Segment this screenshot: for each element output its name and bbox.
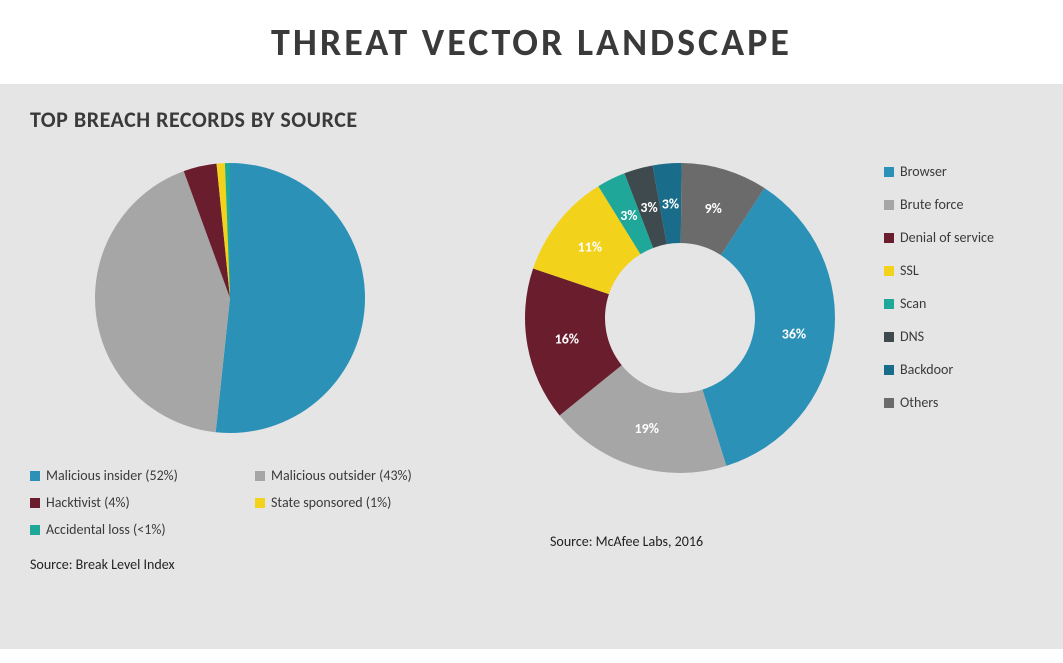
legend-item: Denial of service [884,229,994,246]
donut-chart: 36%19%16%11%3%3%3%9% [490,143,870,503]
legend-swatch [884,365,894,375]
legend-item: State sponsored (1%) [255,494,470,511]
legend-swatch [884,266,894,276]
legend-swatch [255,498,265,508]
legend-label: Others [900,394,938,411]
legend-label: Malicious outsider (43%) [271,467,412,484]
legend-swatch [884,167,894,177]
legend-label: Malicious insider (52%) [46,467,178,484]
legend-item: Malicious outsider (43%) [255,467,470,484]
pie-source: Source: Break Level Index [30,556,470,573]
donut-chart-column: 36%19%16%11%3%3%3%9% Source: McAfee Labs… [490,143,1030,639]
legend-item: Browser [884,163,994,180]
legend-swatch [255,471,265,481]
legend-swatch [884,299,894,309]
section-title: TOP BREACH RECORDS BY SOURCE [30,106,1033,133]
legend-label: Brute force [900,196,963,213]
donut-source: Source: McAfee Labs, 2016 [550,533,870,550]
pie-chart-column: Malicious insider (52%) Malicious outside… [30,143,470,639]
pie-chart-area [30,143,470,453]
donut-slice-label: 9% [705,200,722,217]
legend-item: Backdoor [884,361,994,378]
legend-label: Denial of service [900,229,994,246]
charts-row: Malicious insider (52%) Malicious outside… [30,143,1033,639]
legend-item: Accidental loss (<1%) [30,521,245,538]
legend-swatch [884,398,894,408]
page-title: THREAT VECTOR LANDSCAPE [0,0,1063,84]
legend-label: Browser [900,163,947,180]
legend-swatch [884,233,894,243]
pie-chart [30,143,430,453]
legend-swatch [30,498,40,508]
legend-item: Others [884,394,994,411]
donut-legend: Browser Brute force Denial of service SSL Sc… [884,163,994,639]
legend-item: SSL [884,262,994,279]
donut-slice-label: 36% [782,326,806,343]
donut-slice-label: 3% [640,199,657,216]
donut-slice-label: 3% [662,195,679,212]
legend-label: DNS [900,328,924,345]
pie-legend: Malicious insider (52%) Malicious outside… [30,467,470,538]
legend-item: DNS [884,328,994,345]
legend-item: Brute force [884,196,994,213]
legend-label: State sponsored (1%) [271,494,391,511]
legend-label: Backdoor [900,361,953,378]
content-panel: TOP BREACH RECORDS BY SOURCE Malicious i… [0,84,1063,649]
legend-label: Hacktivist (4%) [46,494,130,511]
legend-swatch [884,332,894,342]
legend-item: Hacktivist (4%) [30,494,245,511]
donut-slice-label: 19% [635,420,659,437]
legend-item: Malicious insider (52%) [30,467,245,484]
donut-slice-label: 3% [620,207,637,224]
legend-label: Accidental loss (<1%) [46,521,166,538]
pie-slice [216,163,365,433]
legend-label: Scan [900,295,926,312]
legend-item: Scan [884,295,994,312]
donut-slice-label: 16% [555,330,579,347]
donut-slice-label: 11% [578,239,602,256]
donut-chart-area: 36%19%16%11%3%3%3%9% [490,143,870,503]
legend-label: SSL [900,262,919,279]
legend-swatch [30,471,40,481]
legend-swatch [884,200,894,210]
legend-swatch [30,525,40,535]
